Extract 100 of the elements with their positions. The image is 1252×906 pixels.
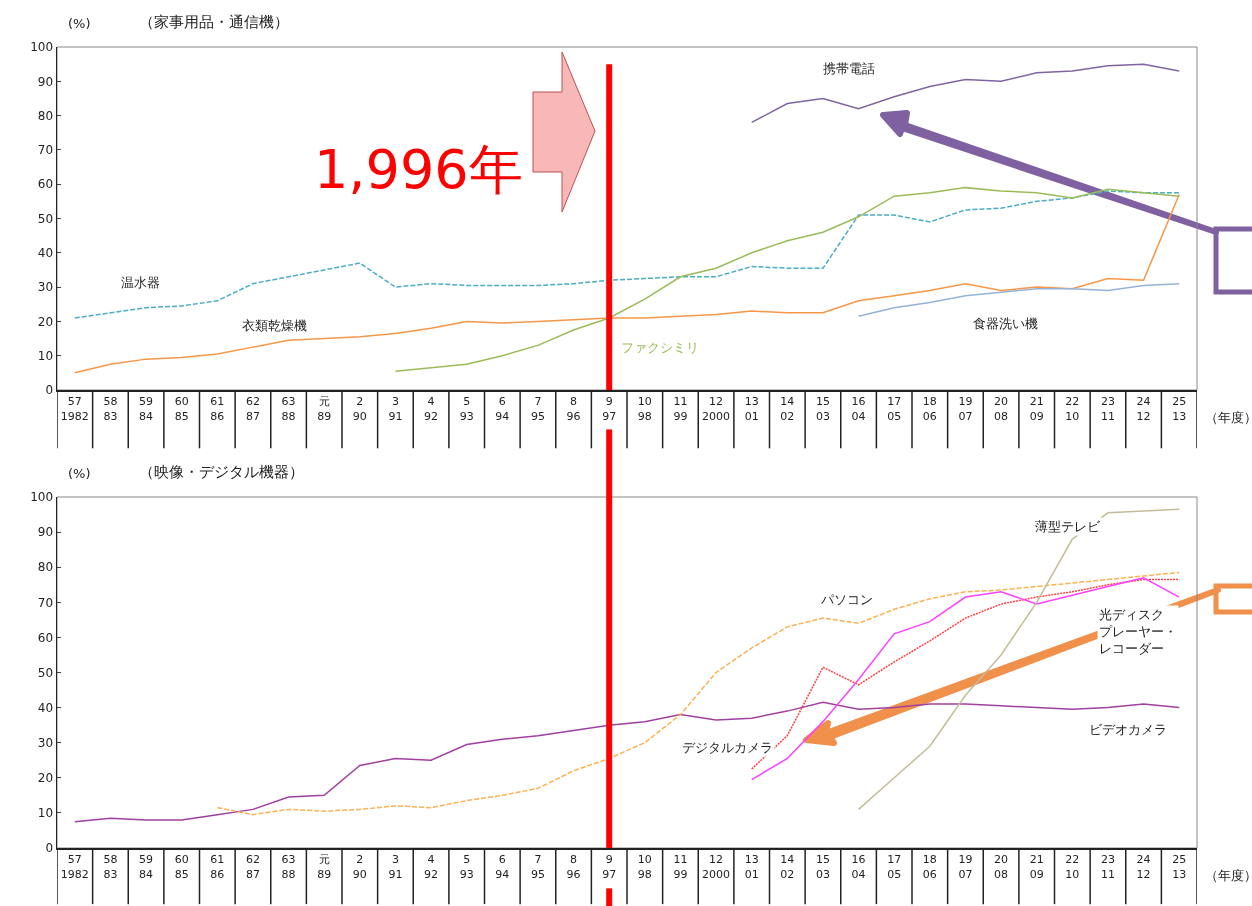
y-tick-label: 0: [45, 841, 54, 856]
x-tick-label: 17 05: [887, 395, 902, 423]
series-label: 光ディスクプレーヤー・レコーダー: [1099, 607, 1177, 656]
x-tick-label: 12 2000: [702, 853, 731, 881]
x-tick-label: 20 08: [994, 853, 1009, 881]
x-tick-label: 8 96: [566, 853, 581, 881]
y-tick-label: 70: [37, 595, 54, 610]
x-tick-label: 14 02: [780, 853, 795, 881]
x-tick-label: 21 09: [1029, 853, 1044, 881]
x-tick-label: 4 92: [424, 395, 439, 423]
x-tick-label: 23 11: [1100, 853, 1115, 881]
x-tick-label: 16 04: [851, 395, 866, 423]
series-label: デジタルカメラ: [682, 740, 773, 755]
series-label: 携帯電話: [823, 61, 875, 76]
y-tick-label: 40: [37, 700, 54, 715]
y-tick-label: 10: [37, 348, 54, 363]
y-tick-label: 0: [45, 383, 54, 398]
x-tick-label: 5 93: [459, 395, 474, 423]
x-tick-label: 3 91: [388, 395, 403, 423]
x-tick-label: 19 07: [958, 853, 973, 881]
x-tick-label: 58 83: [103, 853, 118, 881]
x-tick-label: 13 01: [744, 853, 759, 881]
chart-title: （映像・デジタル機器）: [139, 463, 304, 481]
y-tick-label: 10: [37, 806, 54, 821]
y-tick-label: 30: [37, 280, 54, 295]
y-tick-label: 80: [37, 560, 54, 575]
y-tick-label: 20: [37, 314, 54, 329]
x-tick-label: 24 12: [1136, 853, 1151, 881]
x-tick-label: 18 06: [922, 395, 937, 423]
x-tick-label: 24 12: [1136, 395, 1151, 423]
x-tick-label: 2 90: [352, 395, 367, 423]
x-tick-label: 58 83: [103, 395, 118, 423]
x-tick-label: 15 03: [815, 395, 830, 423]
y-axis-title: (%): [68, 466, 91, 481]
y-axis-title: (%): [68, 16, 91, 31]
y-tick-label: 90: [37, 74, 54, 89]
x-tick-label: 10 98: [637, 853, 652, 881]
x-tick-label: 6 94: [495, 853, 510, 881]
x-tick-label: 元 89: [317, 395, 332, 423]
y-tick-label: 50: [37, 665, 54, 680]
x-tick-label: 25 13: [1172, 395, 1187, 423]
y-tick-label: 60: [37, 630, 54, 645]
x-tick-label: 63 88: [281, 853, 296, 881]
x-tick-label: 62 87: [245, 395, 260, 423]
series-label: ファクシミリ: [621, 340, 699, 355]
x-axis-title: （年度）: [1205, 868, 1252, 883]
x-axis-title: （年度）: [1205, 410, 1252, 425]
x-tick-label: 19 07: [958, 395, 973, 423]
x-tick-label: 22 10: [1065, 853, 1080, 881]
series-label: パソコン: [820, 592, 873, 607]
x-tick-label: 2 90: [352, 853, 367, 881]
x-tick-label: 8 96: [566, 395, 581, 423]
x-tick-label: 4 92: [424, 853, 439, 881]
x-tick-label: 5 93: [459, 853, 474, 881]
y-tick-label: 50: [37, 211, 54, 226]
y-tick-label: 100: [30, 490, 54, 505]
x-tick-label: 12 2000: [702, 395, 731, 423]
x-tick-label: 20 08: [994, 395, 1009, 423]
chart-title: （家事用品・通信機）: [139, 13, 289, 31]
x-tick-label: 11 99: [673, 395, 688, 423]
x-tick-label: 6 94: [495, 395, 510, 423]
x-tick-label: 63 88: [281, 395, 296, 423]
y-tick-label: 30: [37, 735, 54, 750]
x-tick-label: 7 95: [530, 853, 545, 881]
series-label: 食器洗い機: [973, 316, 1038, 331]
x-tick-label: 57 1982: [60, 853, 89, 881]
y-tick-label: 20: [37, 771, 54, 785]
series-label: 温水器: [121, 275, 160, 290]
x-tick-label: 17 05: [887, 853, 902, 881]
x-tick-label: 14 02: [780, 395, 795, 423]
x-tick-label: 25 13: [1172, 853, 1187, 881]
y-tick-label: 60: [37, 177, 54, 192]
x-tick-label: 61 86: [210, 853, 225, 881]
x-tick-label: 16 04: [851, 853, 866, 881]
series-label: ビデオカメラ: [1089, 722, 1167, 737]
x-tick-label: 7 95: [530, 395, 545, 423]
x-tick-label: 元 89: [317, 853, 332, 881]
x-tick-label: 13 01: [744, 395, 759, 423]
y-tick-label: 80: [37, 108, 54, 123]
x-tick-label: 57 1982: [60, 395, 89, 423]
y-tick-label: 70: [37, 143, 54, 158]
x-tick-label: 61 86: [210, 395, 225, 423]
x-tick-label: 15 03: [815, 853, 830, 881]
x-tick-label: 10 98: [637, 395, 652, 423]
y-tick-label: 40: [37, 246, 54, 260]
x-tick-label: 60 85: [174, 853, 189, 881]
x-tick-label: 11 99: [673, 853, 688, 881]
x-tick-label: 62 87: [245, 853, 260, 881]
y-tick-label: 90: [37, 525, 54, 540]
x-tick-label: 59 84: [139, 395, 154, 423]
x-tick-label: 21 09: [1029, 395, 1044, 423]
series-label: 衣類乾燥機: [242, 318, 307, 333]
x-tick-label: 18 06: [922, 853, 937, 881]
x-tick-label: 3 91: [388, 853, 403, 881]
ref-line-label: 1,996年: [314, 138, 523, 201]
x-tick-label: 9 97: [602, 853, 617, 881]
series-label: 薄型テレビ: [1035, 519, 1101, 534]
x-tick-label: 9 97: [602, 395, 617, 423]
x-tick-label: 60 85: [174, 395, 189, 423]
x-tick-label: 59 84: [139, 853, 154, 881]
